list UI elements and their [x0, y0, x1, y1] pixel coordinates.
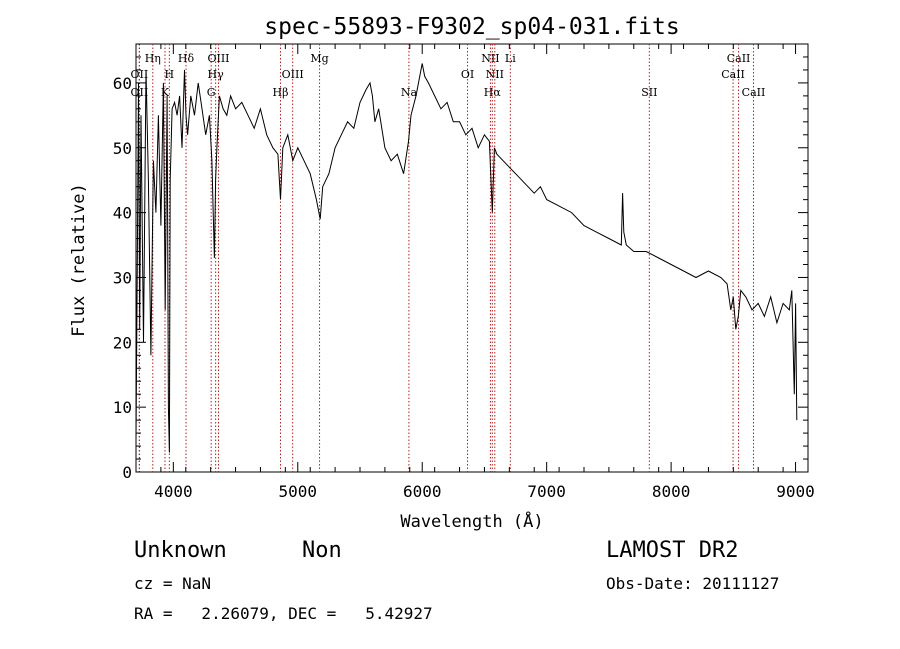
- y-tick-label: 60: [113, 74, 132, 93]
- line-label: Hη: [145, 52, 161, 65]
- line-label: Mg: [310, 52, 328, 65]
- line-label: Hβ: [273, 86, 289, 99]
- line-label: Hα: [484, 86, 502, 99]
- line-label: OI: [461, 68, 474, 81]
- plot-frame-group: [135, 43, 809, 473]
- spectral-line-labels: OIIOIIHηKHHδGHγOIIIHβOIIIMgNaOINIIHαNIIL…: [131, 52, 766, 99]
- line-label: K: [161, 86, 170, 99]
- axis-ticks: [135, 43, 809, 473]
- coordinates: RA = 2.26079, DEC = 5.42927: [134, 604, 433, 623]
- line-label: Li: [505, 52, 516, 65]
- line-label: Na: [401, 86, 418, 99]
- line-label: CaII: [721, 68, 745, 81]
- line-label: OIII: [207, 52, 229, 65]
- x-tick-label: 4000: [154, 482, 193, 501]
- line-label: CaII: [742, 86, 766, 99]
- line-label: OII: [131, 86, 149, 99]
- line-label: CaII: [727, 52, 751, 65]
- line-label: G: [207, 86, 216, 99]
- line-label: NII: [486, 68, 504, 81]
- line-label: Hγ: [208, 68, 225, 81]
- y-tick-label: 30: [113, 268, 132, 287]
- line-label: NII: [481, 52, 499, 65]
- x-axis-label: Wavelength (Å): [400, 510, 543, 532]
- y-tick-label: 40: [113, 204, 132, 223]
- x-tick-label: 7000: [527, 482, 566, 501]
- line-label: OIII: [282, 68, 304, 81]
- x-tick-label: 9000: [776, 482, 815, 501]
- y-tick-label: 0: [122, 463, 132, 482]
- y-tick-label: 20: [113, 333, 132, 352]
- y-axis-label: Flux (relative): [69, 183, 89, 337]
- observation-date: Obs-Date: 20111127: [606, 574, 780, 593]
- line-label: H: [165, 68, 175, 81]
- spectrum-line: [135, 63, 798, 453]
- object-class: Unknown: [134, 538, 227, 563]
- survey-name: LAMOST DR2: [606, 538, 739, 563]
- spectral-line-markers: [138, 44, 754, 472]
- object-subclass: Non: [302, 538, 342, 563]
- y-tick-label: 10: [113, 398, 132, 417]
- redshift-cz: cz = NaN: [134, 574, 212, 593]
- line-label: SII: [641, 86, 657, 99]
- line-label: OII: [131, 68, 149, 81]
- axis-tick-labels: 4000 5000 6000 7000 8000 9000 0 10 20 30 40 50 60: [113, 74, 815, 501]
- x-tick-label: 8000: [652, 482, 691, 501]
- x-tick-label: 5000: [279, 482, 318, 501]
- y-tick-label: 50: [113, 139, 132, 158]
- line-label: Hδ: [178, 52, 195, 65]
- plot-frame: [135, 43, 809, 473]
- chart-title: spec-55893-F9302_sp04-031.fits: [264, 14, 679, 40]
- x-tick-label: 6000: [403, 482, 442, 501]
